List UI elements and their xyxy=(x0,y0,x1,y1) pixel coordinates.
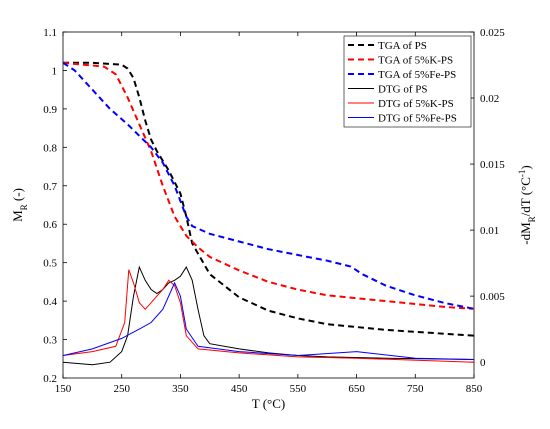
y2-axis-label-part: R xyxy=(527,216,537,222)
y-axis-label-part: (-) xyxy=(10,188,25,204)
series-line xyxy=(63,61,474,310)
y2-tick-label: 0.005 xyxy=(480,291,505,303)
y-tick-label: 0.4 xyxy=(43,296,57,308)
series-line xyxy=(63,61,474,337)
y-axis-label-part: R xyxy=(19,204,29,210)
x-tick-label: 550 xyxy=(290,383,307,395)
y2-tick-label: 0.02 xyxy=(480,93,499,105)
y-tick-label: 0.7 xyxy=(43,181,57,193)
x-tick-label: 350 xyxy=(172,383,189,395)
y-tick-label: 1 xyxy=(52,65,58,77)
series-line xyxy=(63,269,474,363)
x-tick-label: 450 xyxy=(231,383,248,395)
y-axis-label: MR (-) xyxy=(10,188,29,222)
y2-axis-label-part: /dT (°C xyxy=(518,177,533,216)
y-axis-label-part: M xyxy=(10,210,25,222)
legend-label: TGA of 5%Fe-PS xyxy=(378,69,456,81)
y2-axis-label-part: ) xyxy=(518,165,533,169)
legend-box xyxy=(343,35,472,128)
y-tick-label: 0.9 xyxy=(43,104,57,116)
series-line xyxy=(63,281,474,360)
legend-label: DTG of PS xyxy=(378,84,428,96)
x-tick-label: 250 xyxy=(113,383,130,395)
legend-label: TGA of 5%K-PS xyxy=(378,55,453,67)
x-tick-label: 650 xyxy=(348,383,365,395)
x-tick-label: 150 xyxy=(55,383,72,395)
y2-axis-label: -dMR/dT (°C-1) xyxy=(517,165,537,245)
legend-label: TGA of PS xyxy=(378,40,427,52)
y-tick-label: 0.2 xyxy=(43,373,57,385)
y-tick-label: 1.1 xyxy=(43,27,57,39)
y2-axis-label-part: -dM xyxy=(518,222,533,245)
y2-axis-label-part: -1 xyxy=(517,170,527,178)
y-tick-label: 0.6 xyxy=(43,219,57,231)
y-tick-label: 0.5 xyxy=(43,258,57,270)
y-tick-label: 0.3 xyxy=(43,335,57,347)
legend-label: DTG of 5%Fe-PS xyxy=(378,113,457,125)
y2-tick-label: 0.01 xyxy=(480,225,499,237)
x-tick-label: 750 xyxy=(407,383,424,395)
x-axis-label: T (°C) xyxy=(252,396,285,411)
y2-tick-label: 0.025 xyxy=(480,27,505,39)
y2-tick-label: 0.015 xyxy=(480,159,505,171)
y2-tick-label: 0 xyxy=(480,357,486,369)
x-tick-label: 850 xyxy=(466,383,483,395)
series-line xyxy=(63,61,474,310)
y-tick-label: 0.8 xyxy=(43,142,57,154)
legend-label: DTG of 5%K-PS xyxy=(378,98,454,110)
